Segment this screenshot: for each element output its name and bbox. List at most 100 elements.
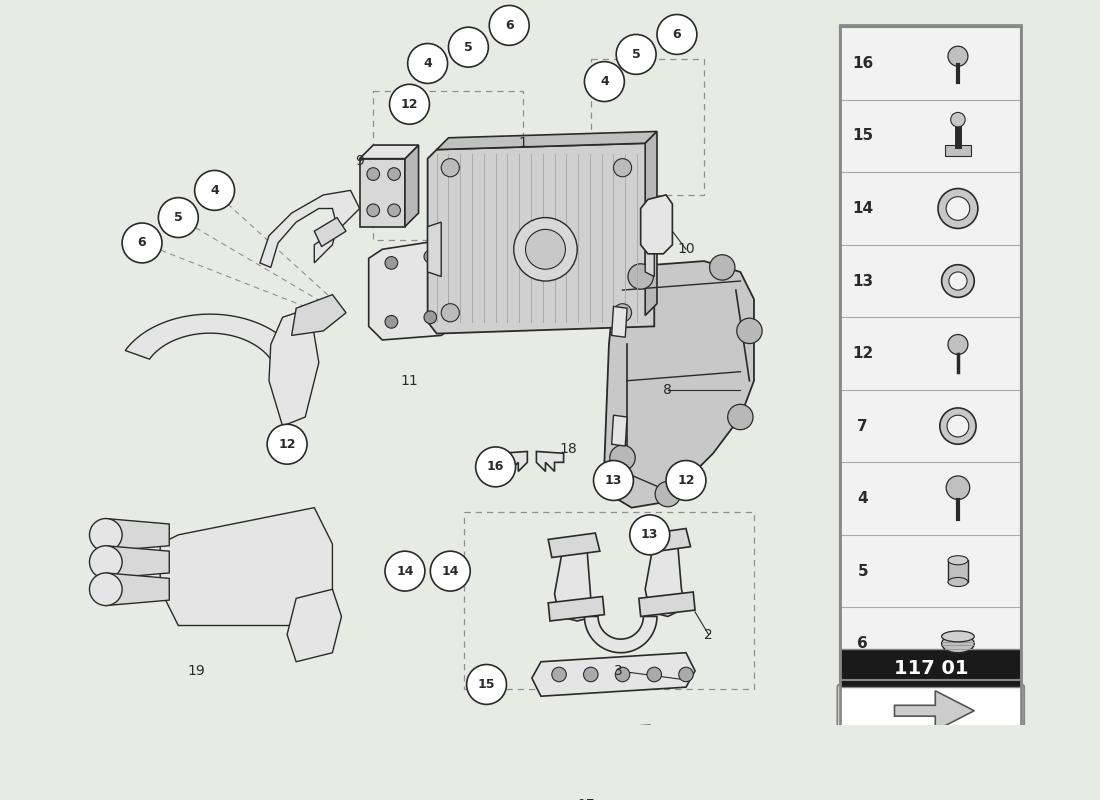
Text: 6: 6 bbox=[857, 636, 868, 651]
Circle shape bbox=[616, 34, 656, 74]
Polygon shape bbox=[500, 451, 527, 471]
Polygon shape bbox=[537, 734, 559, 768]
FancyBboxPatch shape bbox=[840, 27, 1022, 680]
Text: 117 01: 117 01 bbox=[893, 658, 968, 678]
Circle shape bbox=[946, 476, 970, 499]
Polygon shape bbox=[640, 195, 672, 254]
Circle shape bbox=[385, 257, 398, 270]
Polygon shape bbox=[360, 145, 419, 158]
Circle shape bbox=[938, 189, 978, 229]
Polygon shape bbox=[315, 218, 346, 246]
Text: 12: 12 bbox=[278, 438, 296, 450]
Circle shape bbox=[615, 667, 630, 682]
Circle shape bbox=[385, 551, 425, 591]
Circle shape bbox=[947, 415, 969, 437]
Text: 13: 13 bbox=[641, 528, 659, 542]
Polygon shape bbox=[270, 308, 319, 426]
Polygon shape bbox=[161, 508, 332, 626]
Circle shape bbox=[441, 304, 460, 322]
Circle shape bbox=[614, 304, 631, 322]
Circle shape bbox=[195, 170, 234, 210]
FancyBboxPatch shape bbox=[840, 649, 1022, 687]
Circle shape bbox=[122, 223, 162, 263]
Polygon shape bbox=[125, 314, 305, 401]
Circle shape bbox=[948, 334, 968, 354]
Circle shape bbox=[657, 14, 697, 54]
Text: 16: 16 bbox=[852, 56, 873, 71]
Circle shape bbox=[628, 264, 653, 289]
Text: 4: 4 bbox=[210, 184, 219, 197]
Text: 6: 6 bbox=[672, 28, 681, 41]
Circle shape bbox=[514, 218, 578, 281]
Polygon shape bbox=[537, 451, 563, 471]
Polygon shape bbox=[646, 222, 654, 277]
Circle shape bbox=[441, 158, 460, 177]
Circle shape bbox=[647, 667, 661, 682]
Polygon shape bbox=[631, 734, 654, 768]
Text: 7: 7 bbox=[857, 418, 868, 434]
Text: 16: 16 bbox=[487, 460, 504, 474]
Text: 8: 8 bbox=[663, 383, 672, 397]
Circle shape bbox=[946, 197, 970, 220]
Circle shape bbox=[490, 6, 529, 46]
Ellipse shape bbox=[948, 578, 968, 586]
Text: 4: 4 bbox=[857, 491, 868, 506]
Text: 6: 6 bbox=[505, 19, 514, 32]
Circle shape bbox=[728, 404, 754, 430]
Text: 10: 10 bbox=[678, 242, 695, 256]
Polygon shape bbox=[509, 726, 654, 778]
Text: 5: 5 bbox=[631, 48, 640, 61]
Circle shape bbox=[367, 204, 380, 217]
Polygon shape bbox=[548, 533, 600, 558]
Circle shape bbox=[584, 62, 625, 102]
Text: 12: 12 bbox=[852, 346, 873, 361]
Text: 14: 14 bbox=[396, 565, 414, 578]
Circle shape bbox=[387, 168, 400, 181]
Polygon shape bbox=[368, 240, 454, 340]
Polygon shape bbox=[287, 590, 341, 662]
Circle shape bbox=[424, 311, 437, 324]
Text: 12: 12 bbox=[400, 98, 418, 110]
Circle shape bbox=[526, 230, 565, 270]
Ellipse shape bbox=[948, 556, 968, 565]
Text: 4: 4 bbox=[424, 57, 432, 70]
Polygon shape bbox=[612, 306, 627, 338]
Circle shape bbox=[666, 461, 706, 501]
Ellipse shape bbox=[942, 631, 975, 642]
Circle shape bbox=[710, 254, 735, 280]
Text: 12: 12 bbox=[678, 474, 695, 487]
Circle shape bbox=[630, 515, 670, 555]
Text: 14: 14 bbox=[441, 565, 459, 578]
Circle shape bbox=[552, 667, 567, 682]
Circle shape bbox=[389, 84, 429, 124]
Text: 13: 13 bbox=[852, 274, 873, 289]
Circle shape bbox=[449, 27, 488, 67]
Polygon shape bbox=[639, 592, 695, 617]
Polygon shape bbox=[604, 261, 754, 508]
Circle shape bbox=[267, 424, 307, 464]
Circle shape bbox=[466, 665, 506, 704]
Text: 15: 15 bbox=[477, 678, 495, 691]
Polygon shape bbox=[428, 143, 654, 334]
Ellipse shape bbox=[942, 634, 975, 653]
Circle shape bbox=[949, 272, 967, 290]
Text: 19: 19 bbox=[188, 664, 206, 678]
Polygon shape bbox=[584, 617, 657, 653]
Polygon shape bbox=[106, 518, 169, 551]
Circle shape bbox=[158, 198, 198, 238]
Text: 2: 2 bbox=[704, 627, 713, 642]
Polygon shape bbox=[548, 597, 604, 621]
Polygon shape bbox=[437, 131, 657, 150]
Circle shape bbox=[614, 158, 631, 177]
Circle shape bbox=[430, 551, 470, 591]
Polygon shape bbox=[646, 535, 686, 617]
Polygon shape bbox=[554, 539, 595, 621]
FancyBboxPatch shape bbox=[837, 685, 1024, 737]
Circle shape bbox=[948, 46, 968, 66]
Circle shape bbox=[89, 518, 122, 551]
Text: 11: 11 bbox=[400, 374, 418, 388]
Text: 3: 3 bbox=[614, 664, 623, 678]
Text: 4: 4 bbox=[600, 75, 608, 88]
Polygon shape bbox=[612, 415, 627, 446]
Polygon shape bbox=[106, 573, 169, 606]
